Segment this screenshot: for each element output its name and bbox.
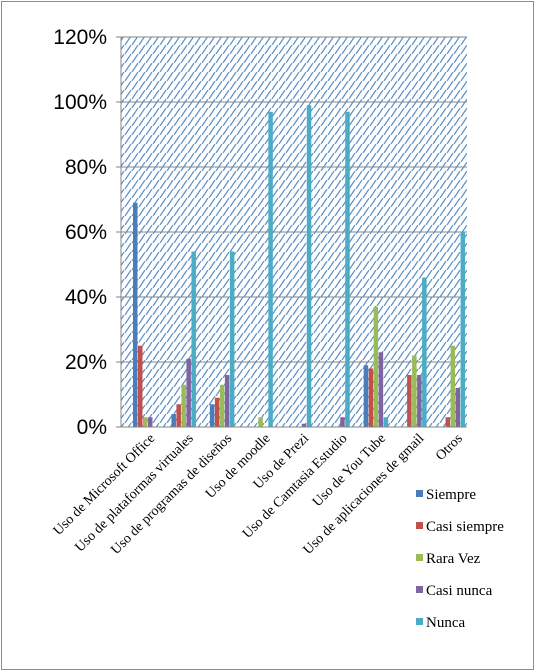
bar bbox=[143, 417, 148, 427]
bar bbox=[171, 414, 176, 427]
bar bbox=[268, 111, 273, 427]
bar bbox=[363, 365, 369, 427]
gridlines bbox=[121, 36, 467, 363]
legend-label: Casi siempre bbox=[426, 519, 504, 535]
y-tick-label: 0% bbox=[77, 416, 107, 439]
y-tick-label: 60% bbox=[65, 221, 107, 244]
bar bbox=[181, 384, 186, 427]
y-tick-label: 40% bbox=[65, 286, 107, 309]
bar bbox=[191, 251, 196, 427]
x-tick-label: Otros bbox=[433, 431, 466, 464]
bar bbox=[422, 277, 427, 427]
bar bbox=[407, 375, 412, 427]
bar bbox=[176, 404, 181, 427]
y-axis-ticks: 0% 20% 40% 60% 80% 100% 120% bbox=[53, 26, 121, 439]
legend-swatch bbox=[416, 522, 423, 529]
y-tick-label: 120% bbox=[53, 26, 107, 49]
bar bbox=[229, 251, 235, 427]
bar bbox=[301, 423, 307, 427]
legend-swatch bbox=[416, 586, 423, 593]
bar bbox=[214, 397, 220, 427]
bar bbox=[450, 345, 456, 427]
legend-swatch bbox=[416, 490, 423, 497]
legend-swatch bbox=[416, 618, 423, 625]
bar bbox=[224, 375, 230, 427]
bar bbox=[345, 111, 350, 427]
bar bbox=[209, 404, 215, 427]
y-tick-label: 100% bbox=[53, 91, 107, 114]
bar bbox=[340, 417, 345, 427]
bar bbox=[373, 306, 379, 427]
bar bbox=[258, 417, 263, 427]
bar bbox=[460, 232, 466, 427]
bars bbox=[133, 105, 466, 427]
y-tick-label: 20% bbox=[65, 351, 107, 374]
bar bbox=[412, 355, 417, 427]
legend: Siempre Casi siempre Rara Vez Casi nunca Nun… bbox=[416, 487, 504, 631]
bar bbox=[445, 417, 451, 427]
legend-swatch bbox=[416, 554, 423, 561]
bar bbox=[417, 375, 422, 427]
legend-label: Nunca bbox=[426, 615, 465, 631]
bar bbox=[368, 368, 374, 427]
bar bbox=[455, 388, 461, 427]
bar bbox=[138, 345, 143, 427]
bar bbox=[219, 384, 225, 427]
bar bbox=[306, 105, 312, 427]
bar bbox=[186, 358, 191, 427]
legend-label: Rara Vez bbox=[426, 551, 481, 567]
bar bbox=[378, 352, 384, 427]
y-tick-label: 80% bbox=[65, 156, 107, 179]
legend-label: Casi nunca bbox=[426, 583, 493, 599]
bar bbox=[148, 417, 153, 427]
legend-label: Siempre bbox=[426, 487, 476, 503]
bar bbox=[133, 202, 138, 427]
bar bbox=[383, 417, 389, 427]
